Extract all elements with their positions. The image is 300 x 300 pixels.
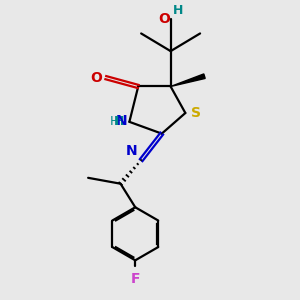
Text: O: O: [90, 70, 102, 85]
Text: H: H: [173, 4, 183, 17]
Text: N: N: [126, 144, 138, 158]
Text: S: S: [191, 106, 201, 120]
Text: O: O: [158, 12, 170, 26]
Text: H: H: [114, 115, 124, 128]
Text: F: F: [130, 272, 140, 286]
Text: N: N: [116, 114, 127, 128]
Text: H: H: [110, 115, 119, 128]
Polygon shape: [171, 74, 205, 86]
